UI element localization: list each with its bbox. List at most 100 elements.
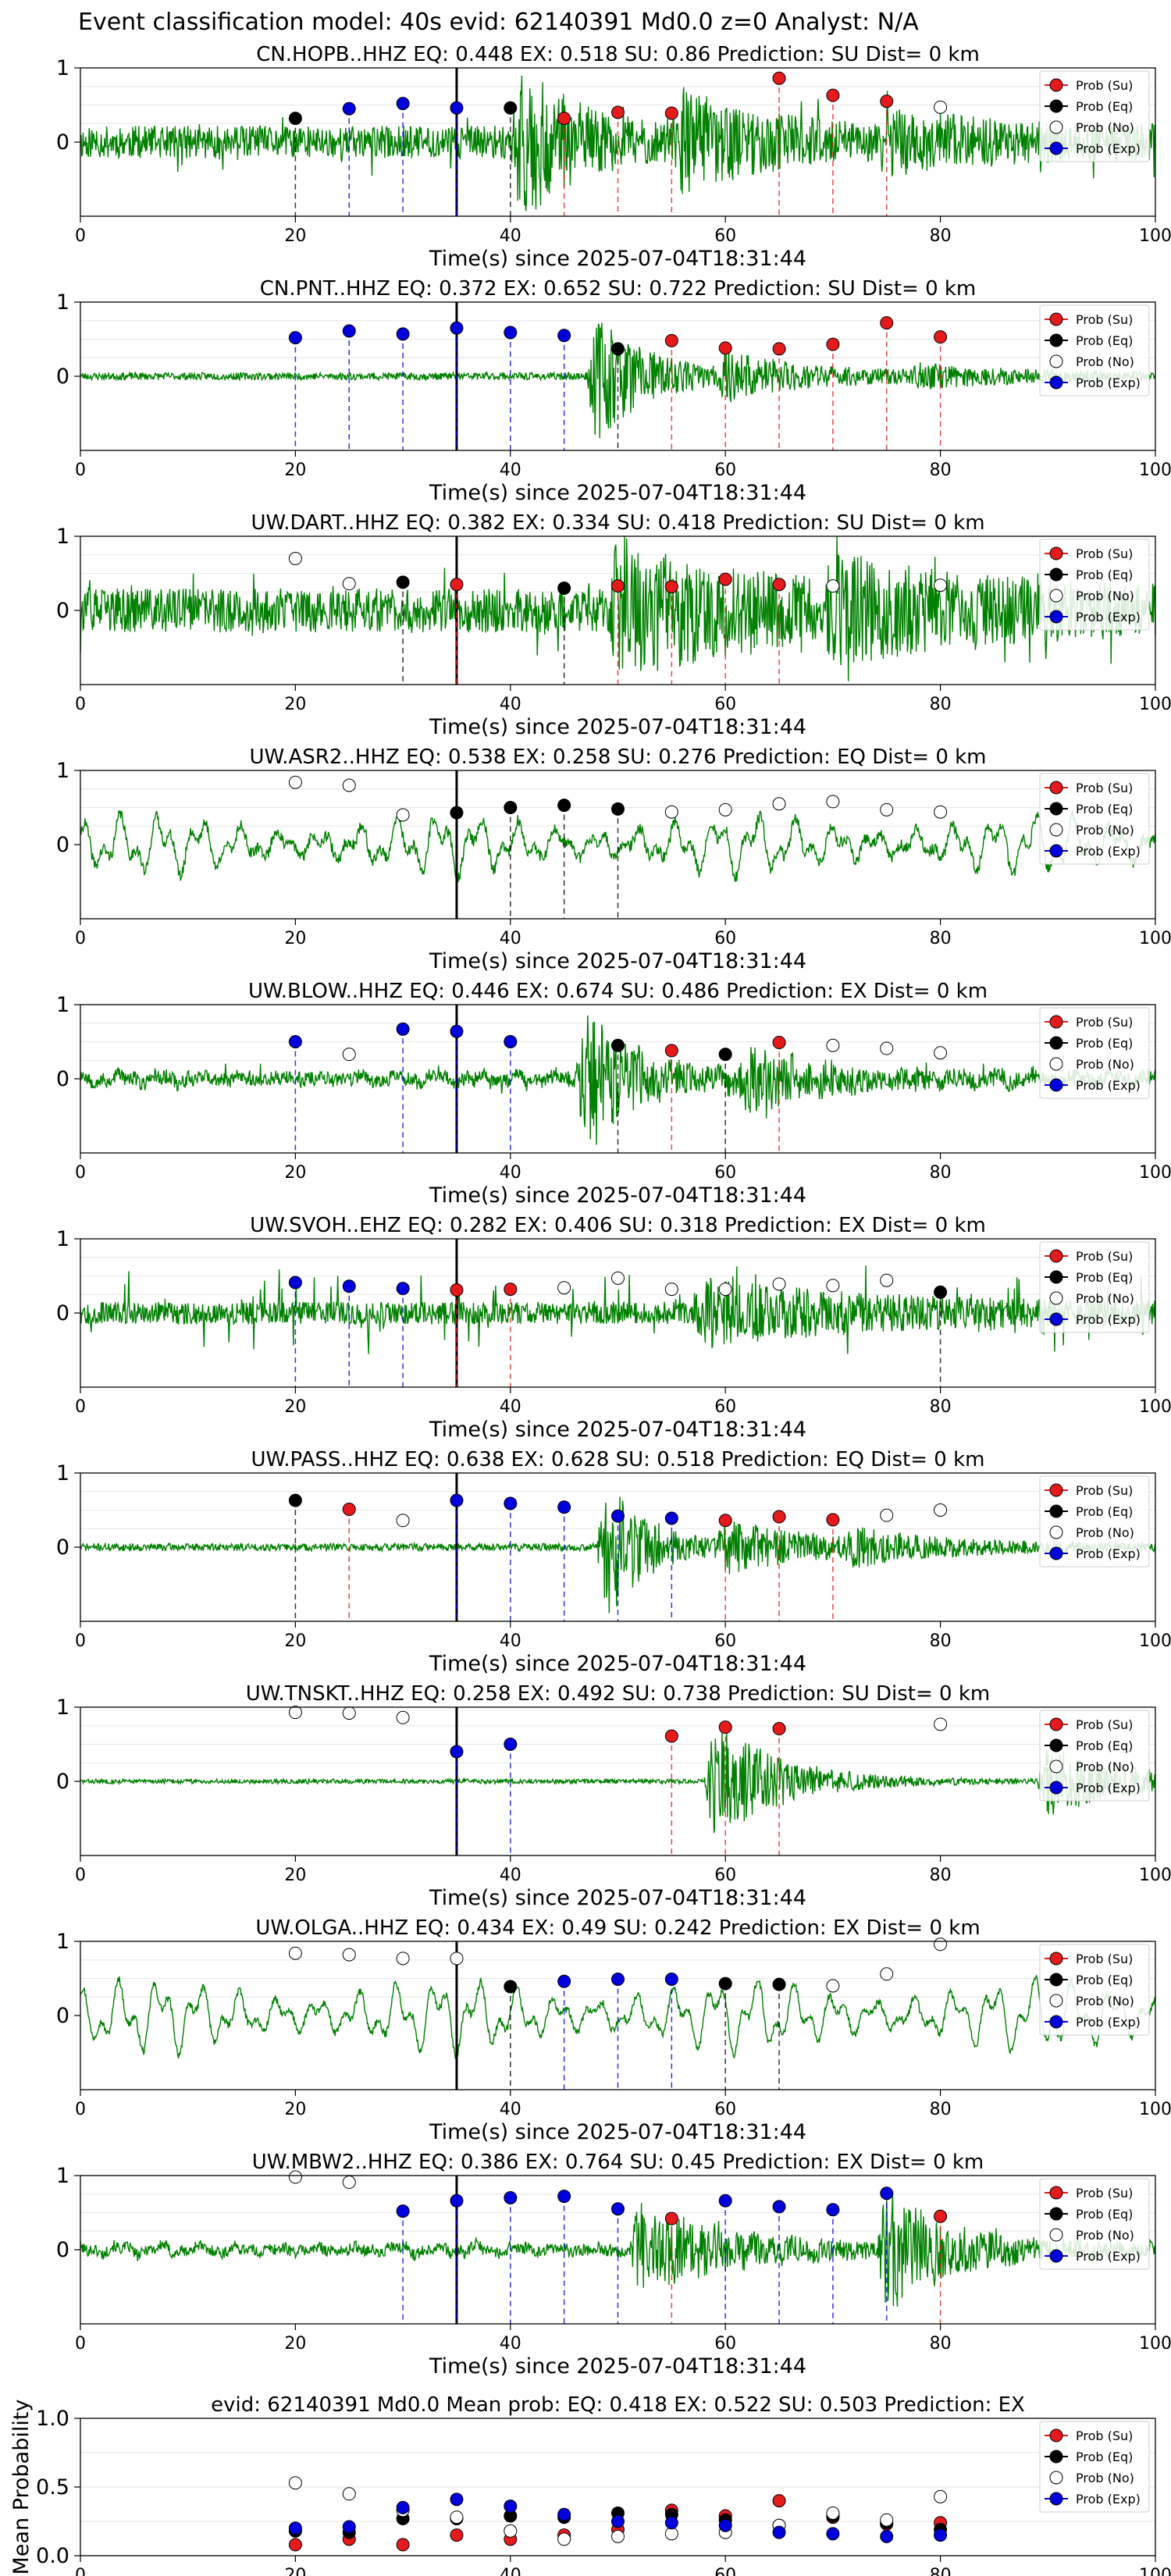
prob-point-exp bbox=[772, 2200, 786, 2214]
legend-marker-eq bbox=[1049, 1036, 1063, 1050]
legend-label-su: Prob (Su) bbox=[1076, 1249, 1133, 1264]
x-tick-label: 80 bbox=[930, 1866, 952, 1885]
prob-point-su bbox=[718, 1720, 732, 1735]
x-tick-label: 20 bbox=[284, 2100, 306, 2119]
legend-frame bbox=[1039, 1475, 1150, 1567]
legend-label-no: Prob (No) bbox=[1076, 120, 1134, 135]
x-tick-label: 20 bbox=[284, 1397, 306, 1417]
mean-point-no bbox=[504, 2524, 518, 2538]
prob-point-no bbox=[934, 1717, 948, 1731]
x-axis-label: Time(s) since 2025-07-04T18:31:44 bbox=[429, 715, 806, 739]
legend-frame bbox=[1039, 539, 1150, 631]
y-tick-label: 0 bbox=[56, 599, 69, 623]
prob-point-no bbox=[288, 1706, 302, 1720]
x-tick-label: 20 bbox=[284, 2334, 306, 2354]
legend-marker-exp bbox=[1049, 1078, 1063, 1092]
panel-uw-asr2-hhz: UW.ASR2..HHZ EQ: 0.538 EX: 0.258 SU: 0.2… bbox=[56, 745, 1171, 973]
legend-label-no: Prob (No) bbox=[1076, 2471, 1134, 2485]
mean-point-exp bbox=[611, 2514, 625, 2528]
prob-point-eq bbox=[504, 101, 518, 115]
legend-label-exp: Prob (Exp) bbox=[1076, 1546, 1141, 1561]
waveform-trace bbox=[80, 1496, 1156, 1614]
x-axis-label: Time(s) since 2025-07-04T18:31:44 bbox=[429, 481, 806, 505]
prob-point-exp bbox=[557, 1974, 571, 1988]
legend-label-exp: Prob (Exp) bbox=[1076, 610, 1141, 624]
y-tick-label: 0.5 bbox=[36, 2475, 69, 2500]
legend-label-eq: Prob (Eq) bbox=[1076, 1036, 1133, 1051]
legend-label-exp: Prob (Exp) bbox=[1076, 2492, 1141, 2507]
mean-point-no bbox=[880, 2513, 894, 2527]
legend-label-su: Prob (Su) bbox=[1076, 2186, 1133, 2201]
mean-point-exp bbox=[718, 2518, 732, 2532]
prob-point-su bbox=[450, 578, 464, 592]
legend-marker-eq bbox=[1049, 2450, 1063, 2464]
prob-point-eq bbox=[611, 802, 625, 816]
x-tick-label: 20 bbox=[284, 226, 306, 246]
prob-point-su bbox=[664, 333, 678, 347]
legend-label-eq: Prob (Eq) bbox=[1076, 333, 1133, 348]
legend-marker-su bbox=[1049, 1717, 1063, 1731]
x-tick-label: 60 bbox=[714, 2566, 736, 2576]
x-tick-label: 100 bbox=[1139, 1631, 1171, 1651]
prob-point-su bbox=[826, 337, 840, 351]
x-tick-label: 80 bbox=[930, 1397, 952, 1417]
legend-marker-no bbox=[1049, 1759, 1063, 1774]
legend: Prob (Su) Prob (Eq) Prob (No) Prob (Exp) bbox=[1039, 2178, 1150, 2270]
legend-label-no: Prob (No) bbox=[1076, 354, 1134, 369]
legend-frame bbox=[1039, 304, 1150, 397]
mean-point-no bbox=[826, 2506, 840, 2520]
prob-point-no bbox=[934, 1046, 948, 1060]
legend-marker-no bbox=[1049, 354, 1063, 368]
mean-point-exp bbox=[826, 2527, 840, 2541]
legend-marker-eq bbox=[1049, 1973, 1063, 1987]
x-tick-label: 40 bbox=[500, 2100, 521, 2119]
mean-point-no bbox=[342, 2487, 356, 2501]
prob-point-no bbox=[934, 1503, 948, 1517]
x-tick-label: 80 bbox=[930, 929, 952, 948]
panels: CN.HOPB..HHZ EQ: 0.448 EX: 0.518 SU: 0.8… bbox=[9, 43, 1171, 2576]
panel-title: CN.HOPB..HHZ EQ: 0.448 EX: 0.518 SU: 0.8… bbox=[256, 43, 980, 66]
legend-marker-exp bbox=[1049, 1781, 1063, 1795]
waveform-trace bbox=[80, 322, 1156, 439]
prob-point-no bbox=[342, 1706, 356, 1720]
legend-label-no: Prob (No) bbox=[1076, 1994, 1134, 2008]
mean-point-exp bbox=[342, 2520, 356, 2534]
legend-marker-exp bbox=[1049, 1312, 1063, 1326]
y-tick-label: 1 bbox=[56, 1695, 69, 1720]
prob-point-su bbox=[772, 71, 786, 85]
mean-point-su bbox=[396, 2538, 410, 2552]
prob-point-exp bbox=[450, 1745, 464, 1759]
x-tick-label: 20 bbox=[284, 1631, 306, 1651]
prob-point-eq bbox=[288, 112, 302, 126]
prob-point-su bbox=[880, 94, 894, 109]
x-tick-label: 20 bbox=[284, 1866, 306, 1885]
legend-marker-su bbox=[1049, 781, 1063, 795]
x-tick-label: 0 bbox=[75, 1866, 86, 1885]
prob-point-su bbox=[664, 1044, 678, 1058]
prob-point-no bbox=[396, 808, 410, 822]
prob-point-eq bbox=[450, 806, 464, 820]
mean-point-exp bbox=[396, 2500, 410, 2514]
legend-frame bbox=[1039, 773, 1150, 865]
x-tick-label: 80 bbox=[930, 226, 952, 246]
legend-marker-no bbox=[1049, 2471, 1063, 2485]
x-axis-label: Time(s) since 2025-07-04T18:31:44 bbox=[429, 1418, 806, 1442]
prob-point-eq bbox=[288, 1493, 302, 1507]
legend-label-exp: Prob (Exp) bbox=[1076, 375, 1141, 390]
prob-point-no bbox=[880, 1273, 894, 1287]
prob-point-no bbox=[342, 2176, 356, 2190]
prob-point-su bbox=[772, 1510, 786, 1524]
legend-marker-no bbox=[1049, 1291, 1063, 1305]
x-tick-label: 60 bbox=[714, 1866, 736, 1885]
legend-marker-eq bbox=[1049, 802, 1063, 816]
x-axis-label: Time(s) since 2025-07-04T18:31:44 bbox=[429, 247, 806, 271]
prob-point-no bbox=[611, 1271, 625, 1285]
y-tick-label: 1.0 bbox=[36, 2407, 69, 2431]
prob-point-exp bbox=[557, 2190, 571, 2204]
x-tick-label: 100 bbox=[1139, 929, 1171, 948]
legend-label-su: Prob (Su) bbox=[1076, 1717, 1133, 1732]
legend-label-exp: Prob (Exp) bbox=[1076, 2015, 1141, 2030]
legend-label-su: Prob (Su) bbox=[1076, 78, 1133, 93]
prob-point-exp bbox=[396, 2204, 410, 2218]
legend-label-exp: Prob (Exp) bbox=[1076, 2249, 1141, 2264]
